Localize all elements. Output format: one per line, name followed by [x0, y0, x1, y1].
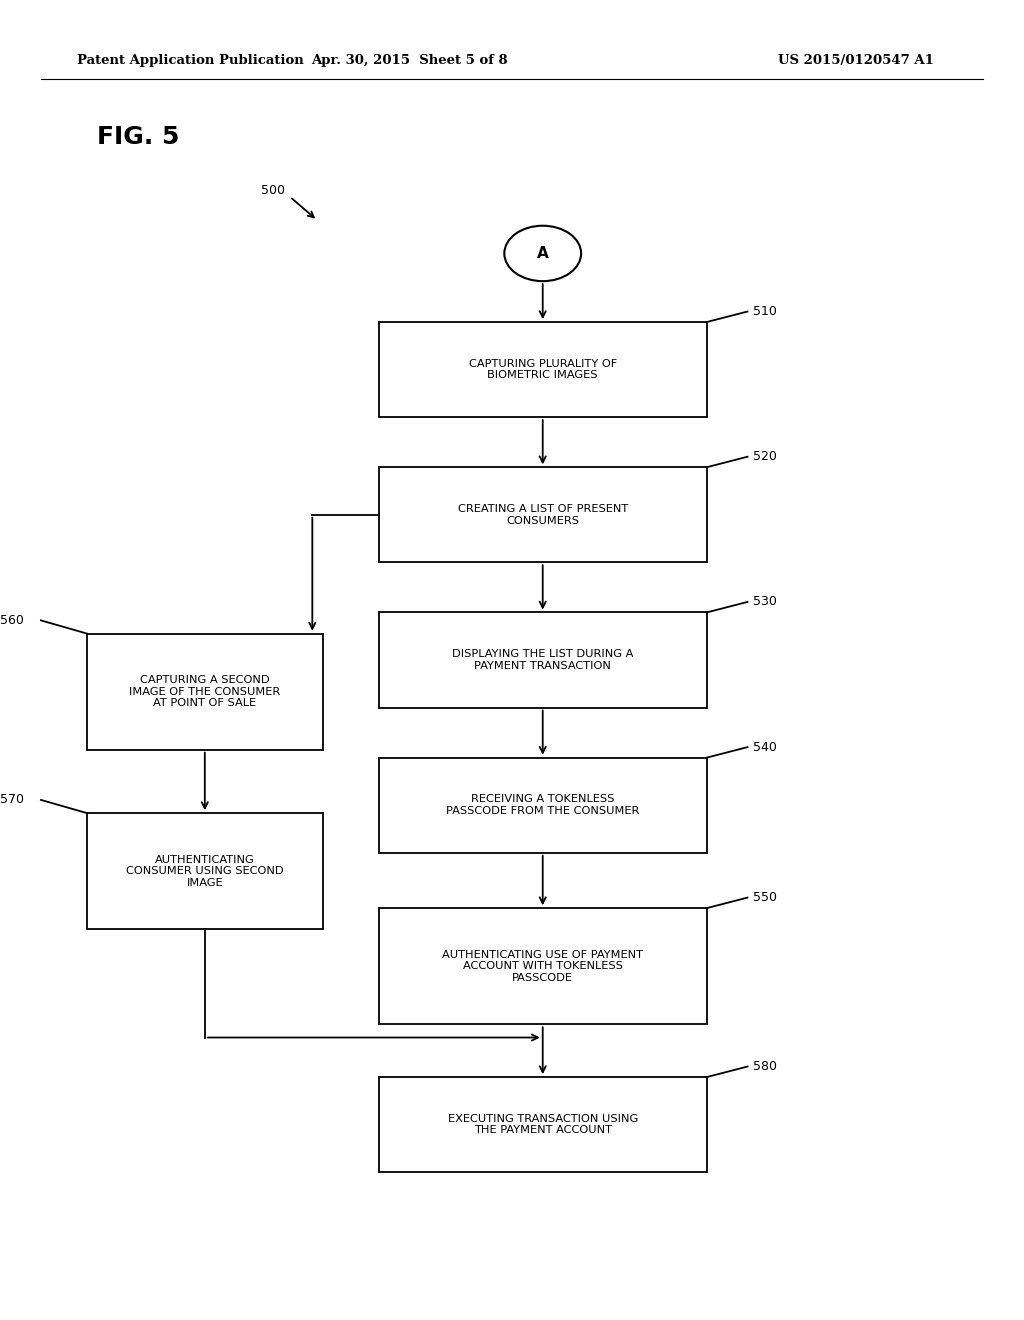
Text: 560: 560 — [0, 614, 24, 627]
Text: 550: 550 — [753, 891, 776, 904]
Text: AUTHENTICATING USE OF PAYMENT
ACCOUNT WITH TOKENLESS
PASSCODE: AUTHENTICATING USE OF PAYMENT ACCOUNT WI… — [442, 949, 643, 983]
Text: US 2015/0120547 A1: US 2015/0120547 A1 — [778, 54, 934, 67]
Text: 540: 540 — [753, 741, 776, 754]
Text: CREATING A LIST OF PRESENT
CONSUMERS: CREATING A LIST OF PRESENT CONSUMERS — [458, 504, 628, 525]
Text: Apr. 30, 2015  Sheet 5 of 8: Apr. 30, 2015 Sheet 5 of 8 — [311, 54, 508, 67]
Text: DISPLAYING THE LIST DURING A
PAYMENT TRANSACTION: DISPLAYING THE LIST DURING A PAYMENT TRA… — [452, 649, 634, 671]
Text: RECEIVING A TOKENLESS
PASSCODE FROM THE CONSUMER: RECEIVING A TOKENLESS PASSCODE FROM THE … — [446, 795, 639, 816]
Text: 570: 570 — [0, 793, 24, 807]
Text: EXECUTING TRANSACTION USING
THE PAYMENT ACCOUNT: EXECUTING TRANSACTION USING THE PAYMENT … — [447, 1114, 638, 1135]
Text: CAPTURING PLURALITY OF
BIOMETRIC IMAGES: CAPTURING PLURALITY OF BIOMETRIC IMAGES — [469, 359, 616, 380]
Text: 580: 580 — [753, 1060, 776, 1073]
Text: 530: 530 — [753, 595, 776, 609]
Text: Patent Application Publication: Patent Application Publication — [77, 54, 303, 67]
Text: CAPTURING A SECOND
IMAGE OF THE CONSUMER
AT POINT OF SALE: CAPTURING A SECOND IMAGE OF THE CONSUMER… — [129, 675, 281, 709]
Text: AUTHENTICATING
CONSUMER USING SECOND
IMAGE: AUTHENTICATING CONSUMER USING SECOND IMA… — [126, 854, 284, 888]
Text: 520: 520 — [753, 450, 776, 463]
Text: FIG. 5: FIG. 5 — [97, 125, 179, 149]
Text: 500: 500 — [261, 183, 285, 197]
Text: A: A — [537, 246, 549, 261]
Text: 510: 510 — [753, 305, 776, 318]
